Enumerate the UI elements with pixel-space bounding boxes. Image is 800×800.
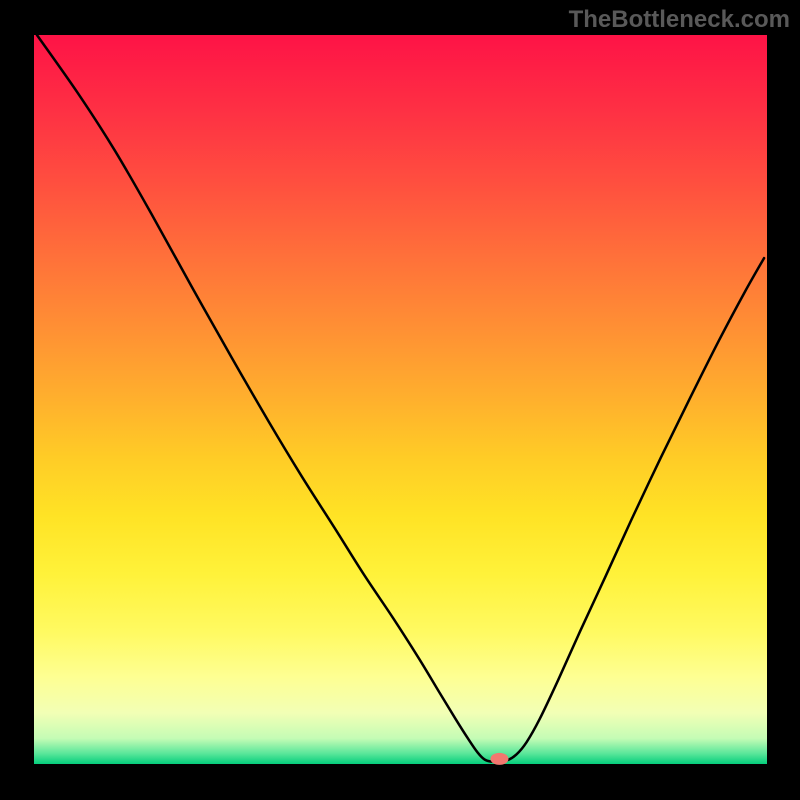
watermark-text: TheBottleneck.com bbox=[569, 6, 790, 34]
optimal-point-marker bbox=[490, 753, 508, 765]
gradient-background bbox=[34, 35, 767, 764]
chart-svg bbox=[0, 0, 800, 800]
chart-container: TheBottleneck.com bbox=[0, 0, 800, 800]
